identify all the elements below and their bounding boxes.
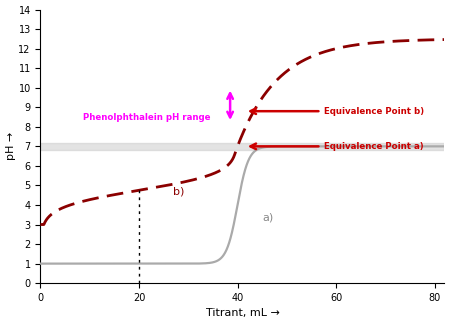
Text: Equivalence Point a): Equivalence Point a) — [324, 142, 423, 151]
Text: Equivalence Point b): Equivalence Point b) — [324, 107, 424, 116]
Text: b): b) — [173, 186, 185, 196]
Text: Phenolphthalein pH range: Phenolphthalein pH range — [83, 113, 210, 122]
Bar — [40, 143, 445, 150]
X-axis label: Titrant, mL →: Titrant, mL → — [206, 308, 279, 318]
Text: a): a) — [262, 213, 274, 223]
Y-axis label: pH →: pH → — [5, 132, 16, 160]
